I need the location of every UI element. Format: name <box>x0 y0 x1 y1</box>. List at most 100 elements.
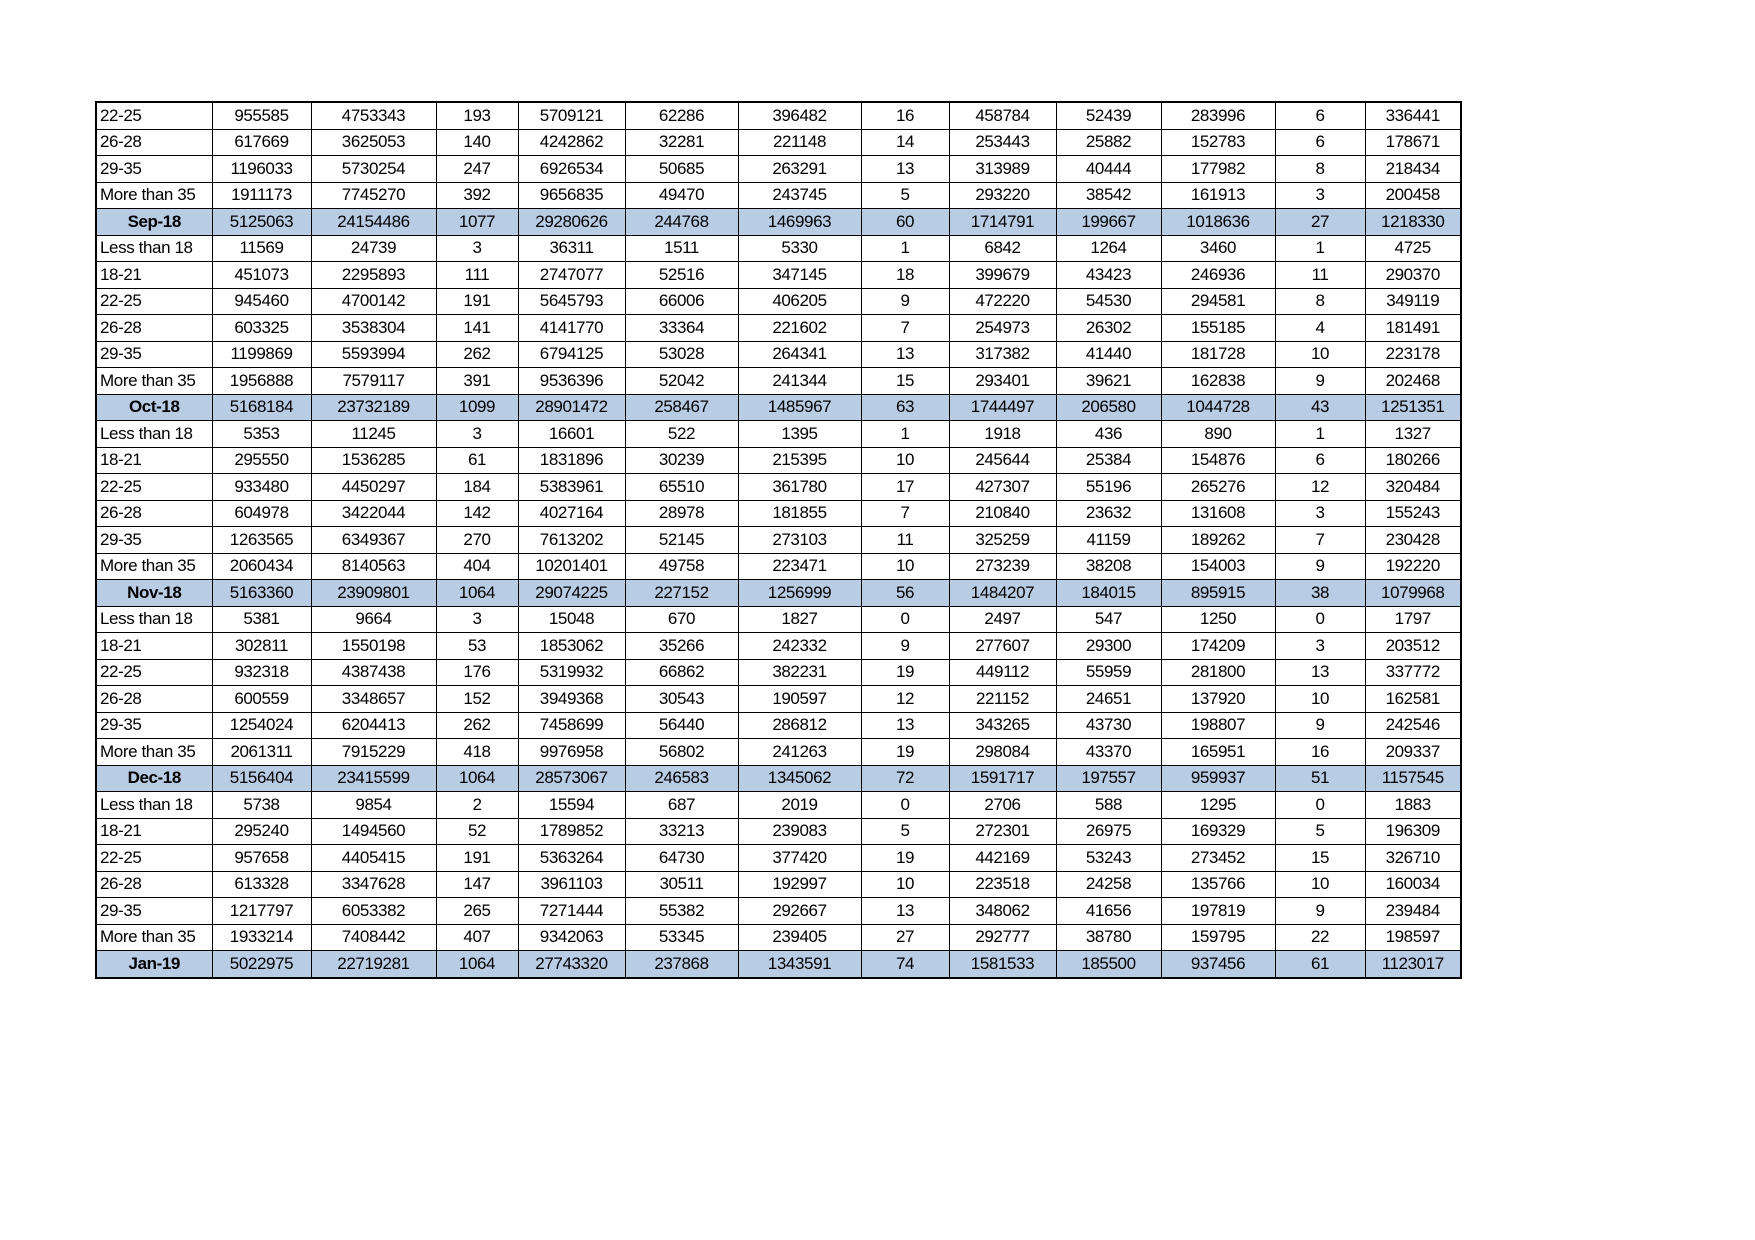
value-cell: 5 <box>1274 817 1366 845</box>
value-cell: 0 <box>1274 791 1366 819</box>
value-cell: 66006 <box>624 287 739 315</box>
age-group-cell: 22-25 <box>95 844 213 872</box>
value-cell: 223471 <box>737 552 862 580</box>
value-cell: 1469963 <box>737 208 862 236</box>
value-cell: 603325 <box>211 314 312 342</box>
value-cell: 9 <box>860 632 950 660</box>
value-cell: 265276 <box>1160 473 1276 501</box>
value-cell: 1217797 <box>211 897 312 925</box>
value-cell: 209337 <box>1364 738 1462 766</box>
value-cell: 604978 <box>211 499 312 527</box>
value-cell: 140 <box>435 128 519 156</box>
age-group-row: Less than 18 5381 9664 3 15048 670 1827 0 2497 54… <box>95 605 1462 633</box>
age-group-cell: 26-28 <box>95 128 213 156</box>
value-cell: 206580 <box>1055 393 1162 421</box>
value-cell: 152783 <box>1160 128 1276 156</box>
value-cell: 2497 <box>948 605 1057 633</box>
value-cell: 5022975 <box>211 950 312 978</box>
age-group-row: More than 35 1956888 7579117 391 9536396 5204… <box>95 367 1462 395</box>
value-cell: 26302 <box>1055 314 1162 342</box>
value-cell: 161913 <box>1160 181 1276 209</box>
value-cell: 1883 <box>1364 791 1462 819</box>
value-cell: 160034 <box>1364 870 1462 898</box>
value-cell: 64730 <box>624 844 739 872</box>
value-cell: 1345062 <box>737 764 862 792</box>
value-cell: 5168184 <box>211 393 312 421</box>
age-group-cell: 29-35 <box>95 897 213 925</box>
value-cell: 39621 <box>1055 367 1162 395</box>
age-group-row: Less than 18 5353 11245 3 16601 522 1395 1 1918 4… <box>95 420 1462 448</box>
value-cell: 4753343 <box>310 101 437 130</box>
month-label-cell: Oct-18 <box>95 393 213 421</box>
value-cell: 270 <box>435 526 519 554</box>
value-cell: 361780 <box>737 473 862 501</box>
age-group-cell: More than 35 <box>95 181 213 209</box>
value-cell: 197557 <box>1055 764 1162 792</box>
value-cell: 1581533 <box>948 950 1057 978</box>
value-cell: 52439 <box>1055 101 1162 130</box>
value-cell: 9536396 <box>517 367 626 395</box>
value-cell: 10 <box>1274 685 1366 713</box>
value-cell: 9 <box>1274 711 1366 739</box>
value-cell: 1956888 <box>211 367 312 395</box>
value-cell: 29280626 <box>517 208 626 236</box>
value-cell: 687 <box>624 791 739 819</box>
value-cell: 6349367 <box>310 526 437 554</box>
value-cell: 336441 <box>1364 101 1462 130</box>
value-cell: 1256999 <box>737 579 862 607</box>
value-cell: 147 <box>435 870 519 898</box>
value-cell: 43730 <box>1055 711 1162 739</box>
month-label-cell: Jan-19 <box>95 950 213 978</box>
value-cell: 178671 <box>1364 128 1462 156</box>
value-cell: 895915 <box>1160 579 1276 607</box>
value-cell: 12 <box>860 685 950 713</box>
value-cell: 25384 <box>1055 446 1162 474</box>
age-group-row: 29-35 1196033 5730254 247 6926534 50685 263291… <box>95 155 1462 183</box>
value-cell: 247 <box>435 155 519 183</box>
age-group-row: More than 35 1911173 7745270 392 9656835 4947… <box>95 181 1462 209</box>
value-cell: 347145 <box>737 261 862 289</box>
value-cell: 111 <box>435 261 519 289</box>
value-cell: 5383961 <box>517 473 626 501</box>
age-group-row: 22-25 945460 4700142 191 5645793 66006 406205 9… <box>95 287 1462 315</box>
value-cell: 436 <box>1055 420 1162 448</box>
value-cell: 295240 <box>211 817 312 845</box>
value-cell: 547 <box>1055 605 1162 633</box>
value-cell: 11245 <box>310 420 437 448</box>
value-cell: 349119 <box>1364 287 1462 315</box>
value-cell: 6842 <box>948 234 1057 262</box>
value-cell: 957658 <box>211 844 312 872</box>
value-cell: 1250 <box>1160 605 1276 633</box>
value-cell: 3949368 <box>517 685 626 713</box>
value-cell: 198807 <box>1160 711 1276 739</box>
value-cell: 391 <box>435 367 519 395</box>
value-cell: 7 <box>1274 526 1366 554</box>
value-cell: 258467 <box>624 393 739 421</box>
age-group-cell: 29-35 <box>95 155 213 183</box>
value-cell: 451073 <box>211 261 312 289</box>
age-group-row: More than 35 2060434 8140563 404 10201401 497… <box>95 552 1462 580</box>
age-group-row: 22-25 957658 4405415 191 5363264 64730 377420 1… <box>95 844 1462 872</box>
value-cell: 193 <box>435 101 519 130</box>
value-cell: 53028 <box>624 340 739 368</box>
value-cell: 12 <box>1274 473 1366 501</box>
value-cell: 165951 <box>1160 738 1276 766</box>
value-cell: 382231 <box>737 658 862 686</box>
value-cell: 244768 <box>624 208 739 236</box>
value-cell: 62286 <box>624 101 739 130</box>
value-cell: 24651 <box>1055 685 1162 713</box>
value-cell: 30511 <box>624 870 739 898</box>
value-cell: 10 <box>860 552 950 580</box>
value-cell: 1 <box>1274 420 1366 448</box>
value-cell: 184 <box>435 473 519 501</box>
value-cell: 617669 <box>211 128 312 156</box>
value-cell: 26975 <box>1055 817 1162 845</box>
age-group-cell: 29-35 <box>95 711 213 739</box>
value-cell: 242332 <box>737 632 862 660</box>
value-cell: 221148 <box>737 128 862 156</box>
value-cell: 56 <box>860 579 950 607</box>
value-cell: 522 <box>624 420 739 448</box>
value-cell: 52042 <box>624 367 739 395</box>
age-group-cell: Less than 18 <box>95 791 213 819</box>
value-cell: 227152 <box>624 579 739 607</box>
